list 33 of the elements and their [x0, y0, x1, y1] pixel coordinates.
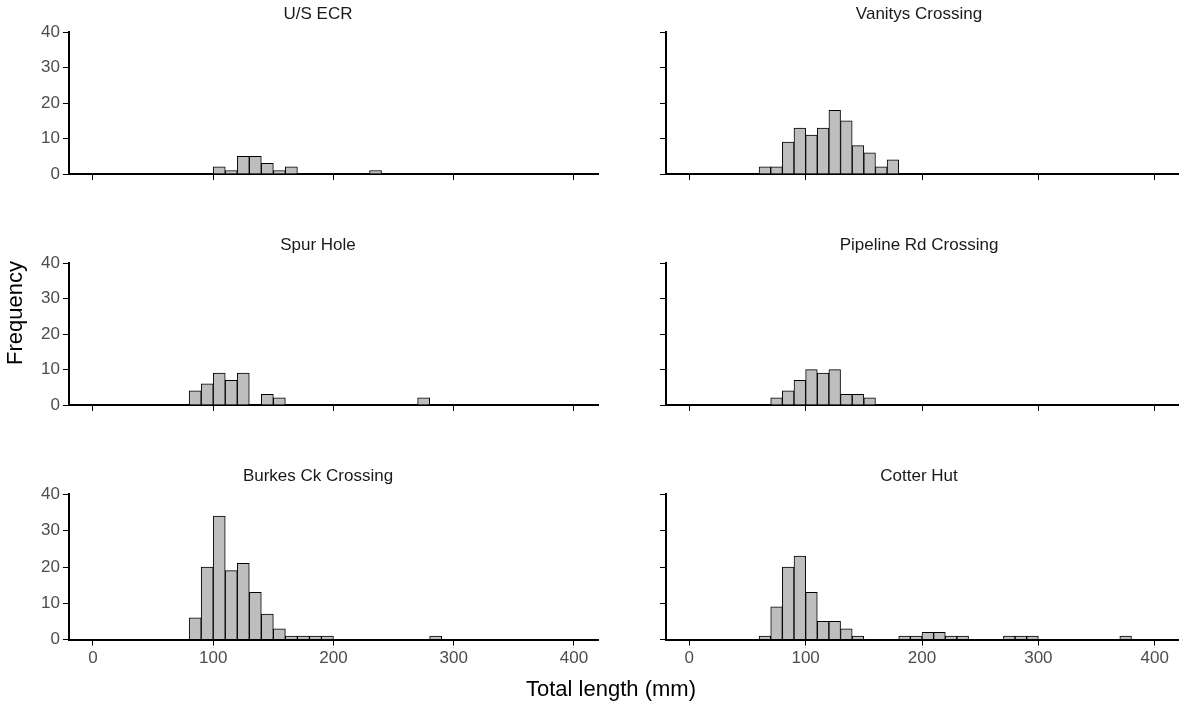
y-tick-label: 20: [40, 92, 60, 112]
x-tick-label: 400: [559, 648, 589, 668]
x-tick-label: 400: [1140, 648, 1169, 668]
x-tick-label: 300: [1024, 648, 1053, 668]
chart-title: Pipeline Rd Crossing: [839, 234, 999, 254]
chart-title: U/S ECR: [283, 3, 353, 23]
chart-title: Burkes Ck Crossing: [242, 465, 394, 485]
y-tick-label: 40: [40, 253, 60, 273]
x-tick-label: 0: [88, 648, 98, 668]
x-tick-label: 100: [791, 648, 820, 668]
y-tick-label: 30: [40, 288, 60, 308]
y-tick-label: 0: [50, 163, 60, 183]
y-tick-label: 40: [40, 22, 60, 42]
y-tick-label: 0: [50, 629, 60, 649]
x-tick-label: 100: [199, 648, 228, 668]
y-tick-label: 20: [40, 556, 60, 576]
y-tick-label: 0: [50, 394, 60, 414]
x-tick-label: 200: [319, 648, 348, 668]
y-tick-label: 20: [40, 323, 60, 343]
y-tick-label: 30: [40, 520, 60, 540]
x-axis-title: Total length (mm): [525, 676, 697, 702]
y-tick-label: 40: [40, 484, 60, 504]
y-tick-label: 10: [40, 592, 60, 612]
x-tick-label: 200: [907, 648, 937, 668]
y-tick-label: 10: [40, 359, 60, 379]
chart-title: Vanitys Crossing: [855, 3, 983, 23]
x-tick-label: 300: [439, 648, 468, 668]
y-tick-label: 30: [40, 57, 60, 77]
y-tick-label: 10: [40, 128, 60, 148]
chart-title: Cotter Hut: [880, 465, 959, 485]
y-axis-title: Frequency: [2, 260, 28, 367]
x-tick-label: 0: [684, 648, 695, 668]
chart-title: Spur Hole: [280, 234, 356, 254]
